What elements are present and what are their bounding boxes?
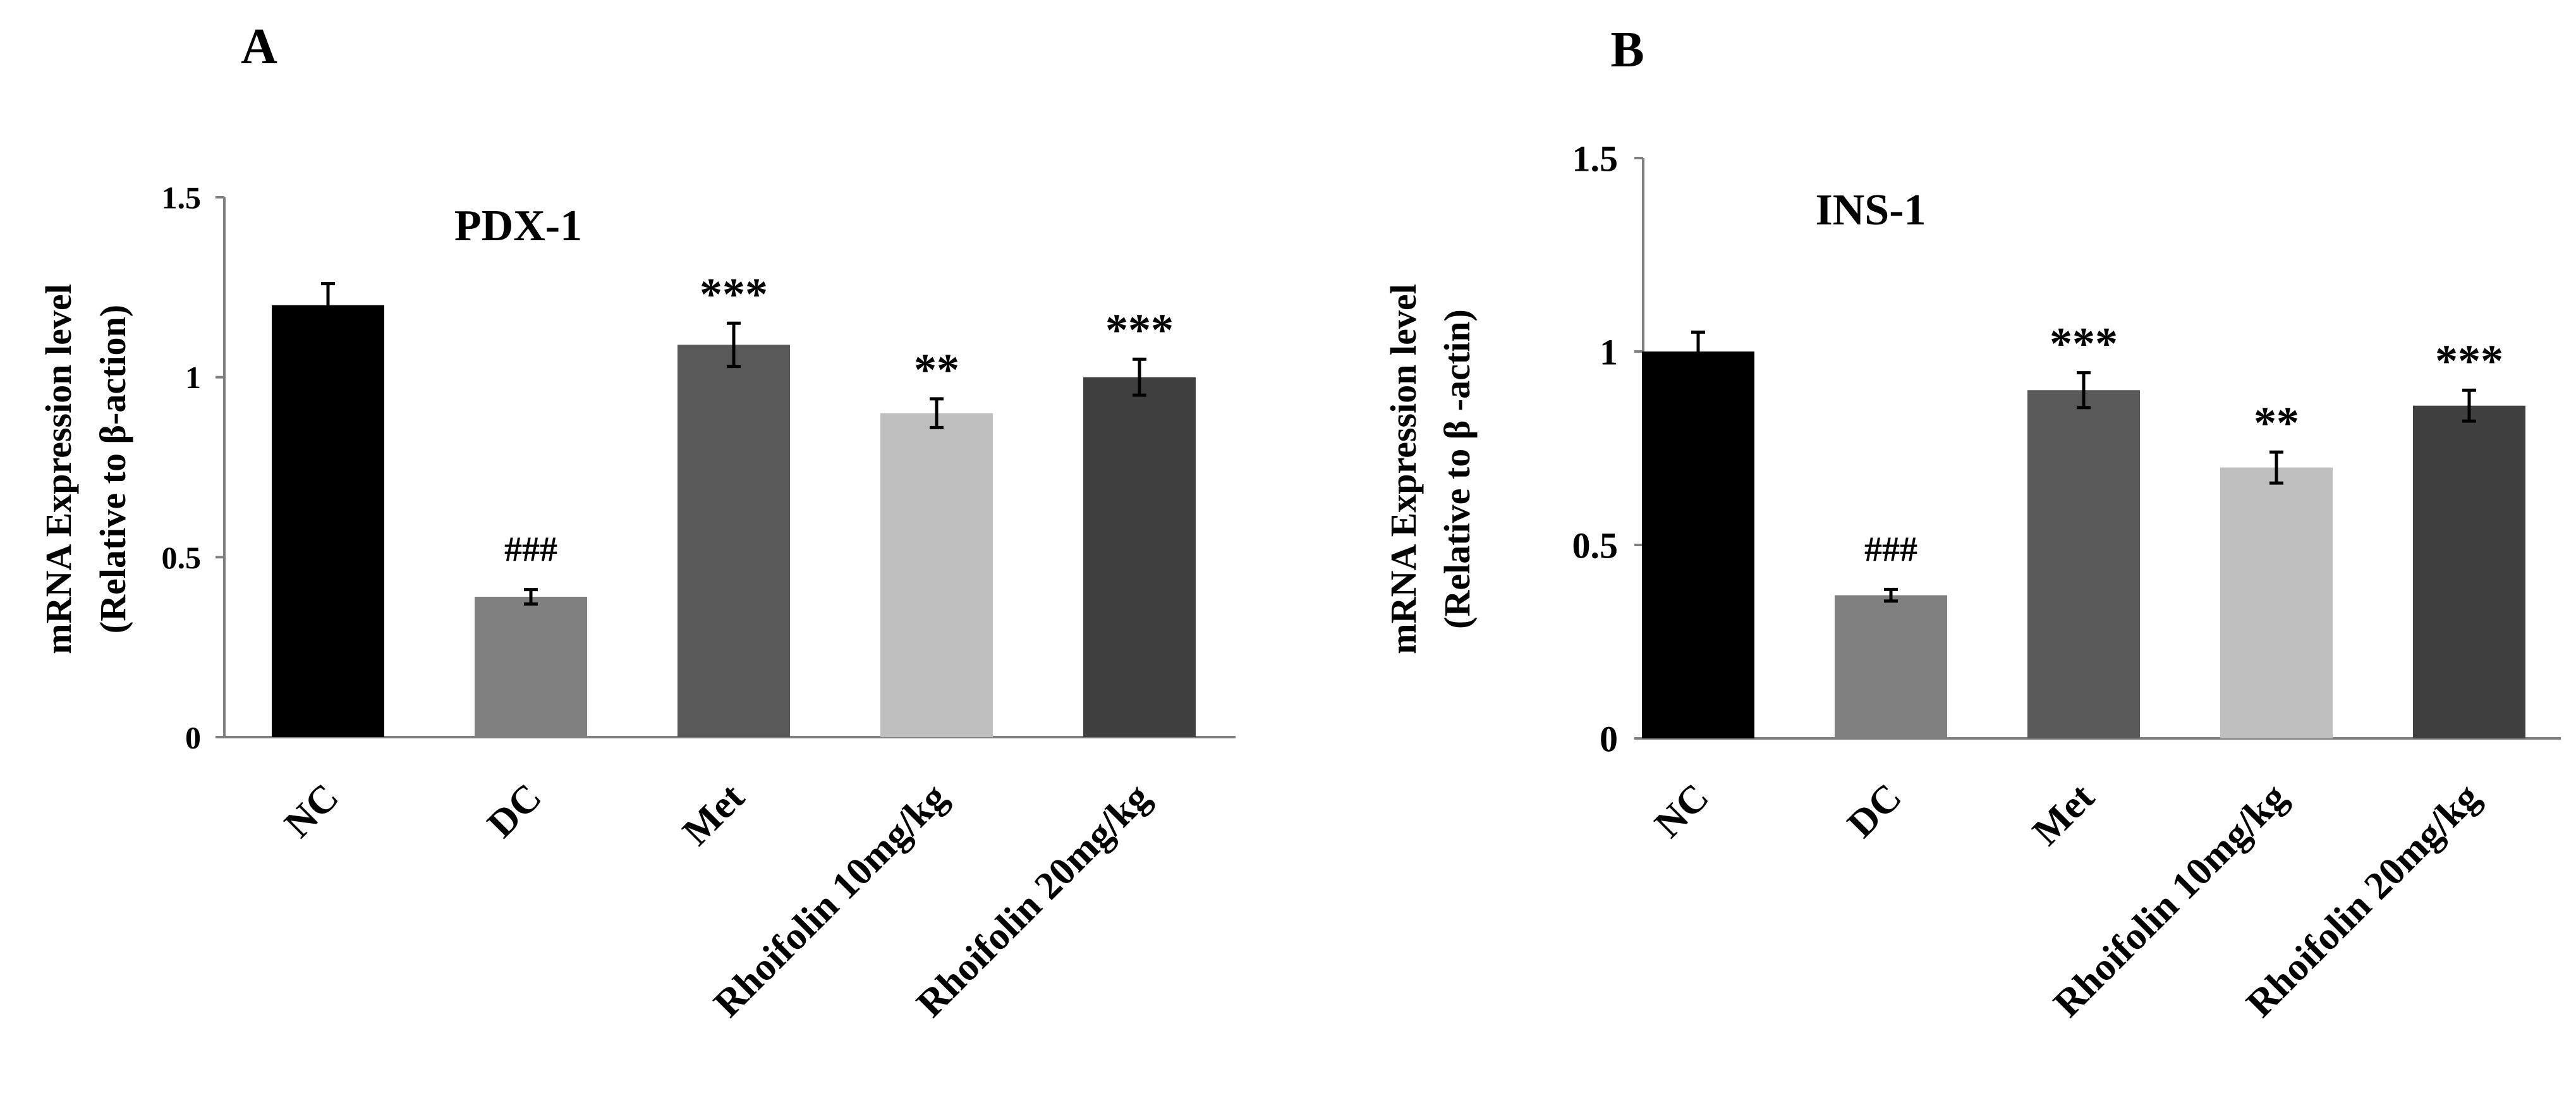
y-tick-label: 0 — [185, 720, 201, 755]
x-tick-label: DC — [1839, 776, 1909, 846]
chart-panel-b: B INS-1 mRNA Expression level (Relative to … — [1383, 22, 2561, 1025]
significance-label: *** — [2050, 319, 2118, 369]
significance-label: *** — [1105, 305, 1174, 355]
bar — [1835, 595, 1947, 738]
significance-label: ** — [2254, 398, 2299, 448]
chart-title: PDX-1 — [454, 202, 582, 250]
y-tick-label: 0.5 — [162, 540, 202, 575]
y-tick-label: 1 — [1600, 331, 1618, 372]
significance-label: ** — [914, 345, 959, 395]
chart-panel-a: A PDX-1 mRNA Expression level (Relative to … — [38, 19, 1236, 1025]
x-tick-label: NC — [276, 776, 346, 846]
bar — [2220, 467, 2333, 738]
y-tick-label: 0.5 — [1572, 525, 1619, 566]
y-tick-label: 1 — [185, 360, 201, 395]
significance-label: ### — [1864, 530, 1917, 569]
significance-label: *** — [2435, 336, 2503, 386]
bar — [1083, 377, 1196, 737]
x-tick-label: DC — [479, 776, 549, 846]
panel-label: B — [1610, 22, 1644, 78]
y-axis-label-line2: (Relative to β -actin) — [1437, 309, 1478, 629]
y-tick-label: 1.5 — [162, 180, 202, 216]
chart-title: INS-1 — [1815, 186, 1926, 235]
y-tick-label: 1.5 — [1572, 138, 1619, 179]
significance-label: ### — [504, 530, 557, 570]
significance-label: *** — [700, 269, 768, 319]
bar — [677, 345, 790, 737]
y-tick-label: 0 — [1600, 718, 1618, 759]
x-tick-label: Met — [2024, 776, 2103, 854]
bar — [880, 413, 993, 737]
y-axis-label-line2: (Relative to β-action) — [92, 305, 133, 633]
bar — [475, 596, 587, 737]
bar — [1642, 351, 1754, 738]
x-tick-label: Met — [674, 776, 753, 854]
bar — [2413, 405, 2525, 738]
y-axis-label: mRNA Expression level — [38, 284, 79, 654]
bar — [2027, 390, 2140, 738]
y-axis-label: mRNA Expression level — [1383, 284, 1424, 654]
bar — [272, 305, 384, 737]
x-tick-label: NC — [1646, 776, 1716, 846]
panel-label: A — [241, 19, 277, 75]
